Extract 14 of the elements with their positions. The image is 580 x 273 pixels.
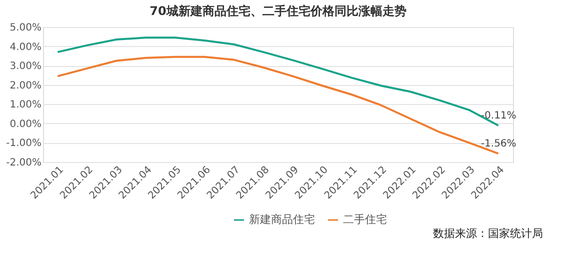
source-note: 数据来源：国家统计局 <box>433 227 543 240</box>
annotation: -1.56% <box>480 138 516 150</box>
y-tick-label: 2.00% <box>10 80 42 92</box>
y-tick-label: 5.00% <box>10 22 42 34</box>
annotation: -0.11% <box>480 110 516 122</box>
y-tick-label: -1.00% <box>6 138 42 150</box>
chart-title: 70城新建商品住宅、二手住宅价格同比涨幅走势 <box>150 4 406 18</box>
y-tick-label: 1.00% <box>10 100 42 111</box>
y-tick-label: -2.00% <box>6 158 42 168</box>
y-tick-label: 3.00% <box>10 61 42 72</box>
legend-label: 二手住宅 <box>343 213 387 226</box>
legend-label: 新建商品住宅 <box>249 213 315 226</box>
y-tick-label: 0.00% <box>10 118 42 130</box>
y-tick-label: 4.00% <box>10 42 42 53</box>
